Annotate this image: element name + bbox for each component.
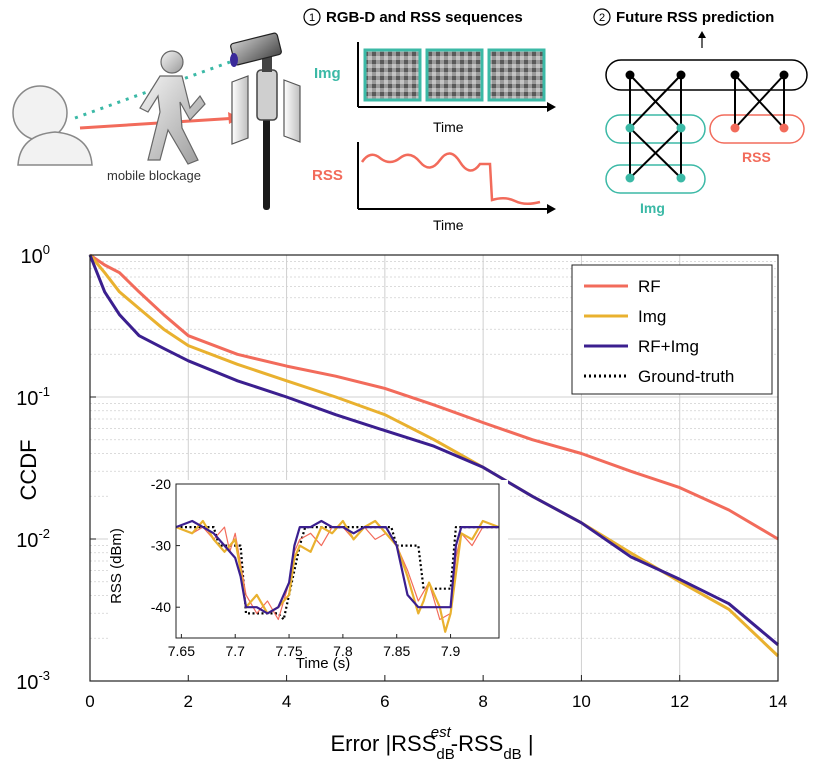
image-frame — [487, 48, 546, 102]
bottom-time-label: Time — [433, 217, 464, 233]
y-tick-label: 10-3 — [16, 668, 50, 694]
legend-item-rf: RF — [584, 277, 661, 296]
img-row-label: Img — [314, 65, 341, 82]
inset-xlabel: Time (s) — [296, 655, 350, 672]
inset-x-tick-label: 7.85 — [383, 643, 410, 659]
camera-icon — [230, 32, 282, 67]
main-series — [88, 253, 780, 658]
series-line-rf — [89, 253, 779, 541]
top-time-label: Time — [433, 119, 464, 135]
y-tick-label: 100 — [21, 242, 50, 268]
main-xlabel: Error |RSSdBest-RSSdB | — [330, 724, 533, 762]
inset-y-tick-label: -20 — [151, 476, 171, 492]
legend-label-rf: RF — [638, 277, 661, 296]
step1-number: 1 — [309, 12, 315, 24]
scenario-illustration: mobile blockage 1 RGB-D and RSS sequence… — [12, 8, 808, 233]
step2-number: 2 — [599, 12, 605, 24]
step2-heading: 2 Future RSS prediction — [593, 8, 774, 26]
image-frame — [363, 48, 422, 102]
inset-rss-chart: 7.65 7.7 7.75 7.8 7.85 7.9 -20 -30 -40 RSS (dBm)… — [108, 476, 508, 675]
x-tick-label: 10 — [572, 692, 591, 711]
inset-x-tick-label: 7.65 — [168, 643, 195, 659]
blockage-label: mobile blockage — [107, 168, 201, 183]
x-tick-label: 4 — [282, 692, 291, 711]
bottom-time-axis — [357, 142, 553, 210]
inset-y-tick-label: -40 — [151, 599, 171, 615]
legend: RF Img RF+Img Ground-truth — [571, 264, 773, 395]
image-frames — [363, 48, 546, 102]
legend-item-ground-truth: Ground-truth — [584, 367, 734, 386]
main-ylabel: CCDF — [16, 439, 41, 500]
x-tick-label: 12 — [670, 692, 689, 711]
x-tick-label: 8 — [478, 692, 487, 711]
inset-x-tick-label: 7.7 — [225, 643, 245, 659]
inset-x-tick-label: 7.9 — [441, 643, 461, 659]
net-img-label: Img — [640, 200, 665, 216]
series-line-img — [88, 254, 780, 658]
x-tick-label: 2 — [184, 692, 193, 711]
y-tick-label: 10-2 — [16, 526, 50, 552]
image-frame — [425, 48, 484, 102]
inset-background — [108, 480, 508, 675]
y-tick-label: 10-1 — [16, 384, 50, 410]
inset-ticks: 7.65 7.7 7.75 7.8 7.85 7.9 -20 -30 -40 — [151, 476, 461, 659]
top-time-arrow — [547, 102, 556, 112]
top-time-axis — [357, 42, 553, 108]
network-diagram: RSS Img — [605, 31, 808, 216]
x-tick-label: 14 — [769, 692, 788, 711]
rss-row-label: RSS — [312, 167, 343, 184]
user-icon — [12, 85, 93, 166]
step1-title: RGB-D and RSS sequences — [326, 9, 523, 26]
series-line-fused — [88, 254, 779, 646]
rss-trace — [360, 152, 541, 205]
walking-person-icon — [139, 50, 206, 165]
x-tick-label: 6 — [380, 692, 389, 711]
legend-label-img: Img — [638, 307, 666, 326]
inset-x-tick-label: 7.75 — [275, 643, 302, 659]
inset-ylabel: RSS (dBm) — [108, 528, 125, 604]
legend-label-ground-truth: Ground-truth — [638, 367, 734, 386]
step1-heading: 1 RGB-D and RSS sequences — [303, 8, 523, 26]
step2-title: Future RSS prediction — [616, 9, 774, 26]
legend-item-fused: RF+Img — [584, 337, 699, 356]
inset-plot-frame — [175, 483, 500, 639]
base-station-icon — [230, 32, 301, 210]
inset-y-tick-label: -30 — [151, 538, 171, 554]
bottom-time-arrow — [547, 204, 556, 214]
main-plot-frame — [89, 254, 779, 682]
inset-series-line-fused — [175, 519, 499, 615]
ccdf-chart: 0 2 4 6 8 10 12 14 100 10-1 10-2 10-3 CCDF Error |R… — [16, 242, 788, 763]
legend-label-fused: RF+Img — [638, 337, 699, 356]
inset-x-tick-label: 7.8 — [333, 643, 353, 659]
x-tick-label: 0 — [85, 692, 94, 711]
inset-series — [175, 519, 500, 633]
net-rss-label: RSS — [742, 149, 771, 165]
legend-item-img: Img — [584, 307, 666, 326]
